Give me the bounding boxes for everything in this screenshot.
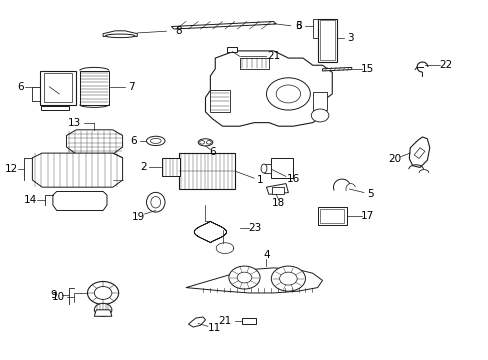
Ellipse shape	[151, 197, 160, 208]
Bar	[317, 207, 346, 225]
Bar	[161, 158, 180, 176]
Bar	[239, 58, 268, 69]
Polygon shape	[171, 22, 276, 29]
Ellipse shape	[105, 34, 135, 38]
Text: 21: 21	[266, 51, 280, 61]
Text: 6: 6	[130, 136, 136, 146]
Text: 3: 3	[294, 21, 301, 31]
Polygon shape	[94, 310, 112, 316]
Ellipse shape	[261, 164, 266, 173]
Text: 7: 7	[128, 82, 134, 93]
Text: 20: 20	[387, 154, 401, 164]
Circle shape	[94, 287, 112, 300]
Text: 16: 16	[286, 174, 299, 184]
Ellipse shape	[146, 136, 164, 145]
Text: 13: 13	[68, 118, 81, 128]
Polygon shape	[408, 137, 429, 167]
Text: 23: 23	[248, 224, 261, 233]
Bar	[264, 164, 271, 173]
Polygon shape	[322, 67, 351, 71]
Polygon shape	[266, 184, 288, 194]
Text: 1: 1	[257, 175, 264, 185]
Bar	[178, 153, 234, 189]
Text: 6: 6	[209, 147, 216, 157]
Text: 11: 11	[207, 323, 221, 333]
Circle shape	[276, 85, 300, 103]
Bar	[227, 46, 237, 51]
Circle shape	[271, 266, 305, 291]
Text: 19: 19	[131, 212, 144, 221]
Polygon shape	[32, 153, 122, 187]
Bar	[271, 158, 293, 178]
Text: 6: 6	[294, 21, 301, 31]
Bar	[41, 106, 69, 110]
Text: 8: 8	[175, 26, 182, 36]
Polygon shape	[185, 268, 322, 293]
Text: 22: 22	[438, 60, 451, 70]
Circle shape	[206, 140, 211, 144]
Text: 10: 10	[52, 292, 65, 302]
Text: 6: 6	[17, 82, 23, 93]
Ellipse shape	[198, 139, 212, 146]
Polygon shape	[413, 148, 424, 158]
Bar	[40, 71, 76, 105]
Circle shape	[94, 303, 112, 316]
Text: 2: 2	[140, 162, 146, 172]
Text: 21: 21	[218, 316, 231, 326]
Circle shape	[279, 272, 297, 285]
Bar	[320, 209, 344, 223]
Bar	[43, 73, 72, 102]
Bar	[271, 187, 284, 194]
Circle shape	[87, 282, 119, 305]
Text: 3: 3	[347, 33, 353, 43]
Text: 17: 17	[361, 211, 374, 221]
Polygon shape	[66, 130, 122, 154]
Circle shape	[237, 272, 251, 283]
Bar	[312, 92, 327, 110]
Bar	[320, 21, 334, 60]
Bar	[242, 318, 255, 324]
Text: 5: 5	[366, 189, 373, 199]
Bar	[80, 71, 109, 105]
Text: 12: 12	[5, 164, 18, 174]
Polygon shape	[103, 31, 137, 37]
Text: 4: 4	[263, 250, 269, 260]
Ellipse shape	[146, 192, 164, 212]
Text: 9: 9	[50, 291, 57, 301]
Polygon shape	[205, 51, 331, 126]
Circle shape	[266, 78, 310, 110]
Polygon shape	[53, 192, 107, 211]
Text: 18: 18	[271, 198, 285, 208]
Circle shape	[311, 109, 328, 122]
Circle shape	[199, 140, 204, 144]
Circle shape	[228, 266, 260, 289]
Polygon shape	[188, 317, 205, 327]
Bar	[210, 90, 229, 112]
Text: 15: 15	[361, 64, 374, 74]
Text: 14: 14	[23, 195, 37, 205]
Ellipse shape	[150, 138, 161, 143]
Bar	[317, 19, 336, 62]
